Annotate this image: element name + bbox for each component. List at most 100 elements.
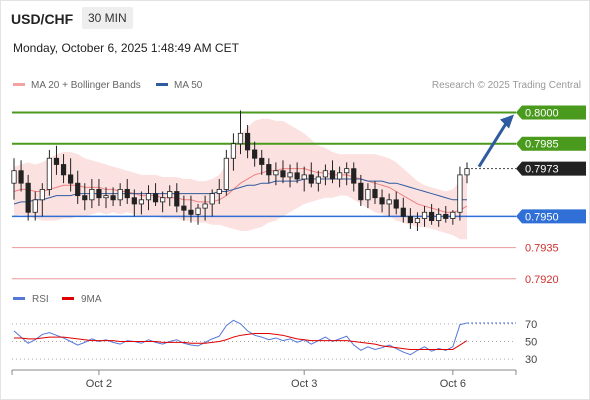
candle-body <box>39 189 45 201</box>
candle-body <box>273 170 279 176</box>
timestamp: Monday, October 6, 2025 1:48:49 AM CET <box>13 41 239 55</box>
candle <box>223 149 229 196</box>
rsi-ma9-line <box>14 333 468 350</box>
candle <box>393 191 399 215</box>
candle <box>216 179 222 204</box>
x-tick-label-0: Oct 2 <box>86 378 112 390</box>
candle-body <box>443 213 449 219</box>
level-tag-0 <box>516 105 586 120</box>
candle-body <box>400 207 406 217</box>
candle <box>145 185 152 211</box>
candle-body <box>160 197 166 203</box>
candle <box>443 206 449 223</box>
candle-body <box>244 132 251 151</box>
x-tick-label-1: Oct 3 <box>291 378 317 390</box>
candle-body <box>11 170 17 184</box>
level-label-0: 0.8000 <box>525 108 559 120</box>
candle <box>11 158 17 200</box>
candle <box>160 191 166 213</box>
level-tag-1 <box>516 136 586 151</box>
legend-ma50: MA 50 <box>156 80 202 91</box>
candle-body <box>358 182 364 201</box>
candle <box>131 189 137 217</box>
candle-body <box>138 199 145 205</box>
candle <box>244 125 251 159</box>
candle <box>32 191 38 221</box>
candle <box>294 162 300 184</box>
projection-arrow-head <box>500 114 514 129</box>
candle <box>68 158 74 192</box>
candle <box>421 206 428 227</box>
candle-body <box>294 172 300 180</box>
candle <box>138 191 145 215</box>
candle-body <box>329 170 336 180</box>
candle-body <box>280 170 286 178</box>
candle-body <box>75 182 81 197</box>
chart-header: USD/CHF 30 MIN <box>0 0 590 36</box>
candle <box>315 170 321 192</box>
candle <box>386 193 392 217</box>
candle <box>266 158 272 184</box>
candle-body <box>379 197 385 205</box>
candle-body <box>167 191 173 199</box>
candle <box>301 166 307 192</box>
candle-body <box>429 211 435 221</box>
candle-body <box>414 218 421 224</box>
candle <box>181 195 187 221</box>
ma50-swatch <box>156 82 168 86</box>
timeframe-selector[interactable]: 30 MIN <box>82 7 133 29</box>
candle-body <box>436 213 442 221</box>
legend-ma50-label: MA 50 <box>174 80 203 91</box>
bollinger-band-area <box>14 118 467 240</box>
candle-body <box>103 195 109 199</box>
candle-body <box>386 199 392 205</box>
candle <box>322 164 329 186</box>
candle-body <box>301 174 307 180</box>
candle-body <box>145 193 152 201</box>
candle-body <box>223 157 229 190</box>
candle-body <box>110 195 116 201</box>
candle <box>407 208 413 229</box>
candle-body <box>450 211 456 219</box>
legend-ma20-label: MA 20 + Bollinger Bands <box>31 80 141 91</box>
candle-body <box>60 164 67 176</box>
rsi-line <box>13 319 468 356</box>
candle-body <box>89 189 95 201</box>
candle <box>429 203 435 225</box>
candle-body <box>131 197 137 205</box>
x-tick-label-2: Oct 6 <box>440 378 466 390</box>
rsi-level-label-2: 30 <box>525 354 537 366</box>
candle <box>273 162 279 186</box>
candle <box>89 179 95 209</box>
candle <box>372 181 378 204</box>
candle <box>230 133 237 171</box>
candle-body <box>344 168 350 174</box>
candle <box>18 160 24 192</box>
candle-body <box>464 168 470 176</box>
ma9-legend-label: 9MA <box>81 294 102 305</box>
candle-body <box>308 174 314 184</box>
candle <box>96 179 102 207</box>
candle <box>464 162 470 184</box>
candle-body <box>195 207 201 215</box>
candle-body <box>25 182 31 213</box>
candle <box>237 110 244 155</box>
candle-body <box>152 193 159 203</box>
candle <box>336 166 343 188</box>
ma20-line <box>13 168 468 213</box>
candle-body <box>124 189 130 199</box>
level-tag-2 <box>516 209 586 224</box>
last-price-label: 0.7973 <box>525 164 559 176</box>
candle-body <box>82 195 88 201</box>
candle <box>174 183 180 213</box>
level-label-3: 0.7935 <box>525 243 559 255</box>
candle <box>103 187 109 209</box>
candle-body <box>421 211 428 219</box>
candle <box>280 160 286 184</box>
rsi-legend-label: RSI <box>32 294 49 305</box>
candle-body <box>372 189 378 199</box>
candle-body <box>336 172 343 180</box>
candle <box>46 149 52 196</box>
candle-body <box>96 189 102 199</box>
candle <box>450 210 456 225</box>
